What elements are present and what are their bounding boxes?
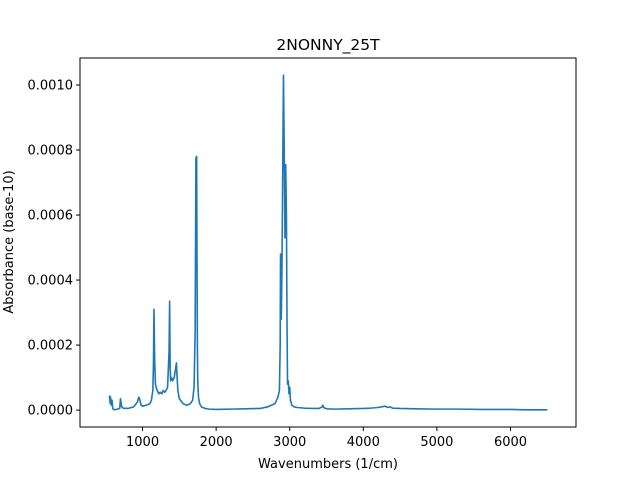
x-tick-label: 2000 [200, 435, 233, 450]
y-tick-label: 0.0006 [28, 209, 74, 224]
x-axis-label: Wavenumbers (1/cm) [258, 457, 398, 472]
spectrum-line-0 [108, 74, 548, 411]
y-tick-label: 0.0004 [28, 274, 74, 289]
x-tick-label: 4000 [347, 435, 380, 450]
x-tick-label: 5000 [420, 435, 453, 450]
x-tick-label: 6000 [494, 435, 527, 450]
x-tick-label: 3000 [273, 435, 306, 450]
axes-frame [79, 57, 577, 428]
chart-title: 2NONNY_25T [276, 36, 380, 55]
y-axis-label: Absorbance (base-10) [2, 170, 17, 313]
tick-layer: 1000 2000 3000 4000 5000 6000 0.0000 0.0002 0.00… [28, 78, 528, 450]
plot-area [108, 74, 548, 411]
y-tick-label: 0.0008 [28, 144, 74, 159]
y-tick-label: 0.0002 [28, 339, 74, 354]
y-tick-label: 0.0010 [28, 78, 74, 93]
y-tick-label: 0.0000 [28, 404, 74, 419]
x-tick-label: 1000 [126, 435, 159, 450]
